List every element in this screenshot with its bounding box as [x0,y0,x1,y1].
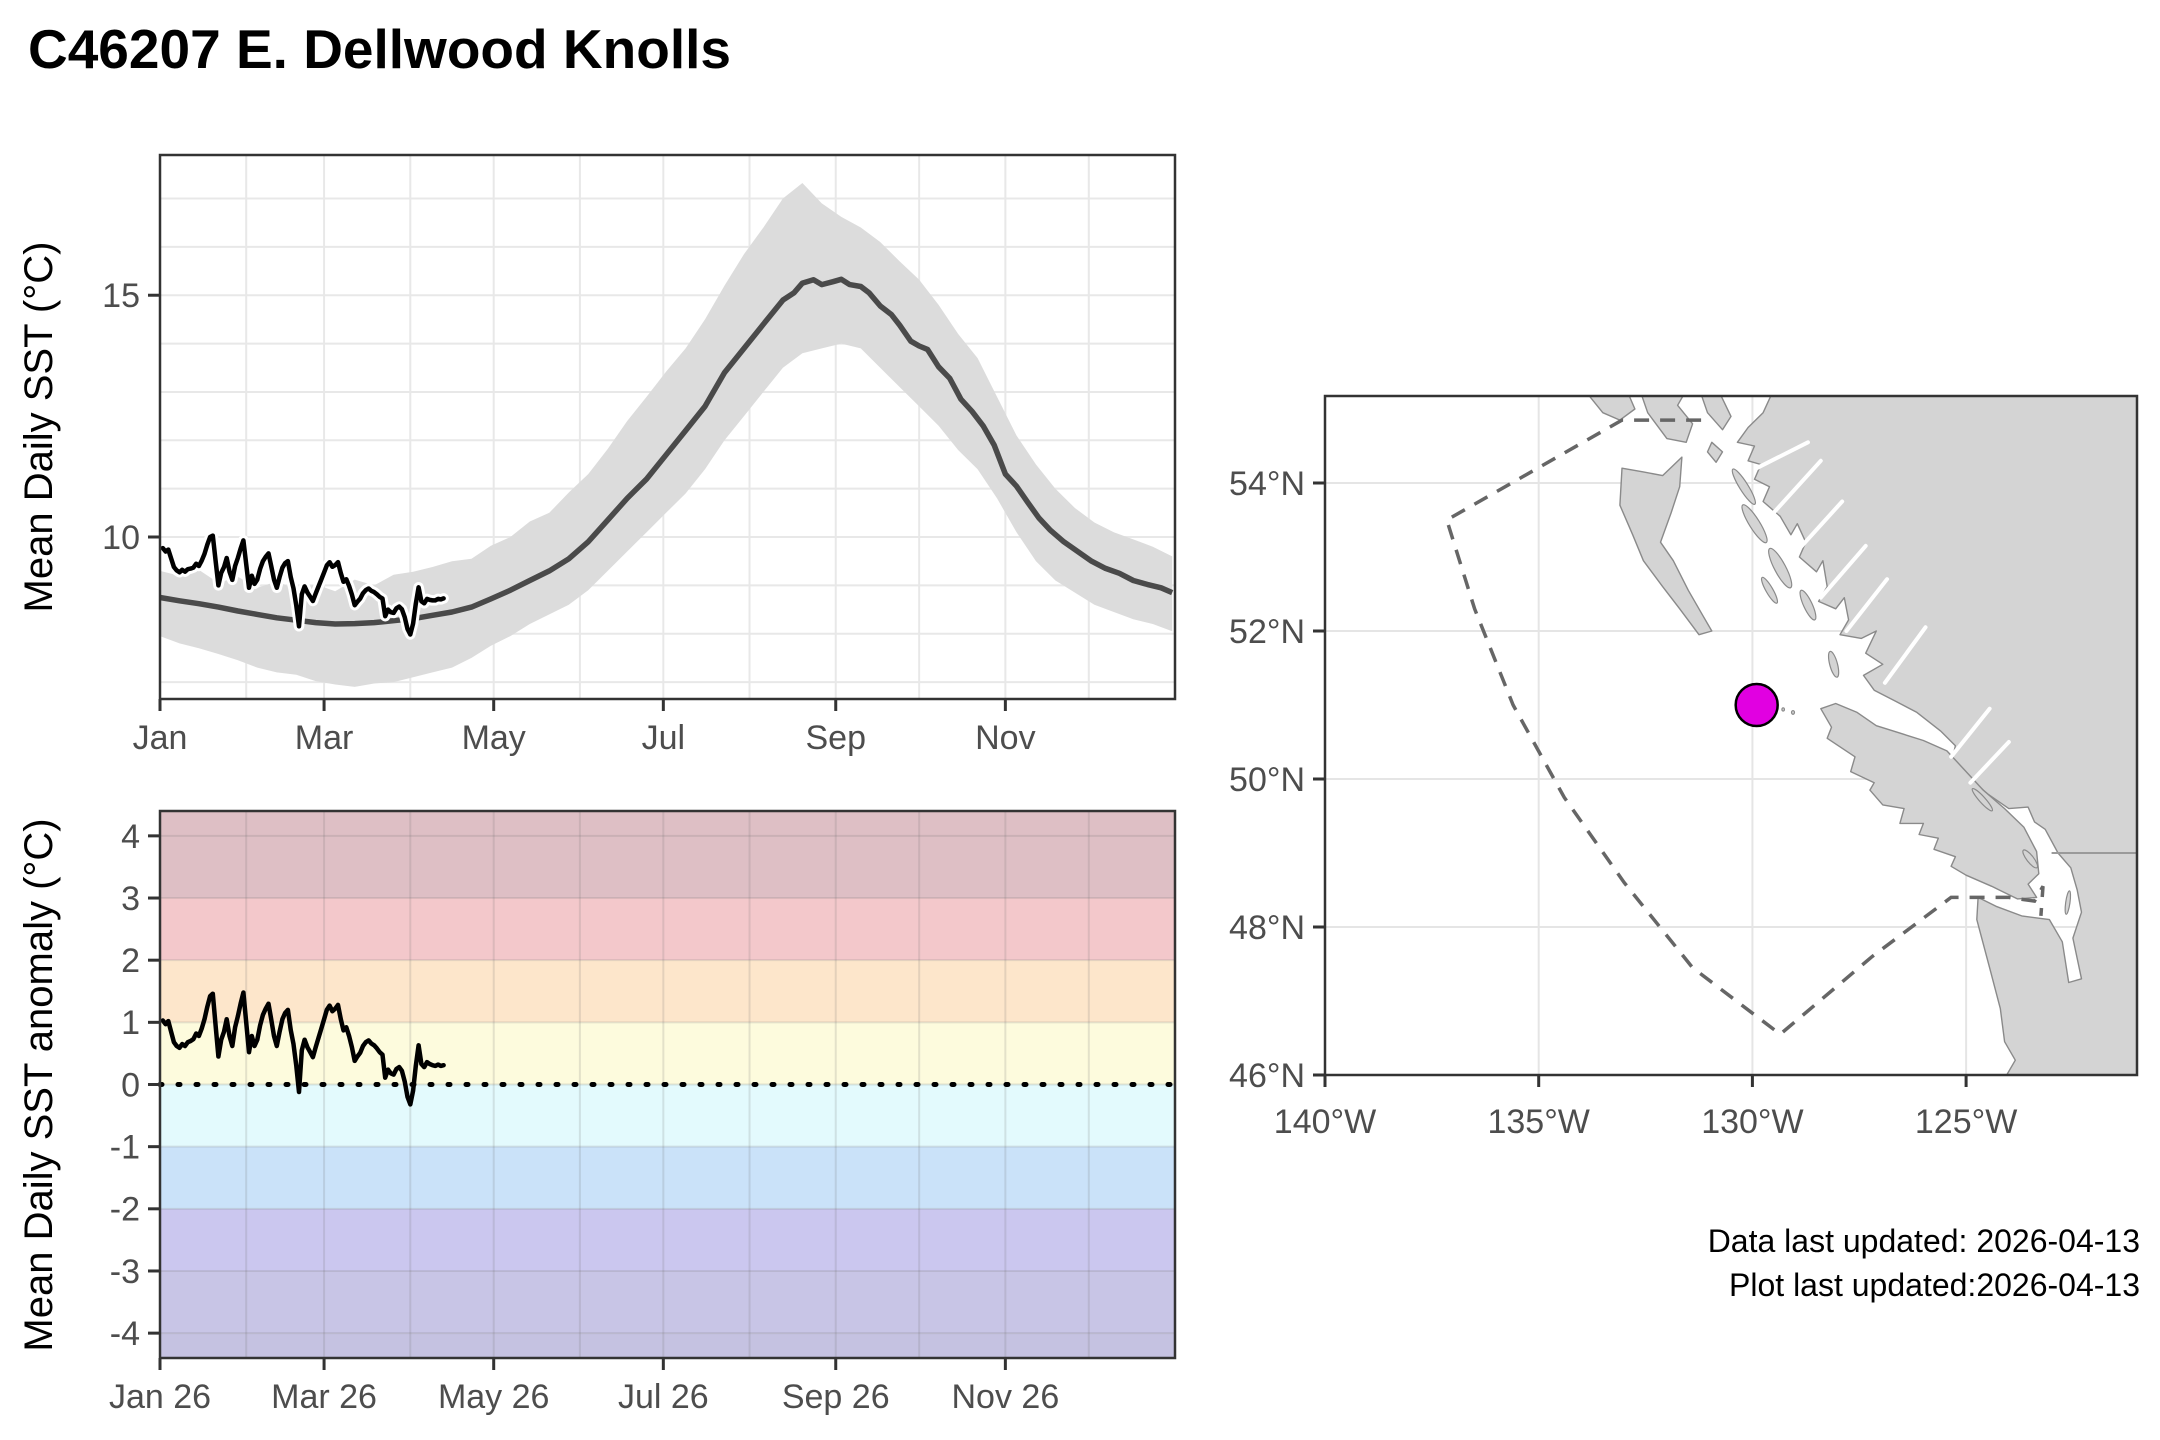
y-tick-label: 2 [121,942,140,980]
fjord-channel [1818,543,1868,600]
climatology-line [159,276,1174,627]
plot-updated-caption: Plot last updated:2026-04-13 [1729,1267,2140,1303]
x-tick-label: Jan [133,719,188,757]
x-tick-label: Sep 26 [782,1378,890,1416]
y-tick-label: -4 [110,1315,140,1353]
anomaly-band [160,1270,1175,1334]
x-tick-label: 130°W [1701,1103,1803,1141]
data-updated-caption: Data last updated: 2026-04-13 [1708,1223,2140,1259]
land-small-island [1971,787,1994,812]
y-tick-label: 15 [102,277,140,315]
land-haida-gwaii [1619,456,1713,636]
x-tick-label: May 26 [438,1378,550,1416]
fjord-channel [1754,440,1810,471]
land-small-island [1731,468,1757,506]
anomaly-band [160,898,1175,961]
land-small-island [1760,576,1779,604]
land-alaska-island [1588,396,1636,421]
y-tick-label: -3 [110,1253,140,1291]
y-tick-label: 50°N [1229,761,1305,799]
fjord-channel [1844,577,1890,633]
x-tick-label: Nov 26 [952,1378,1060,1416]
x-tick-label: May [462,719,526,757]
anomaly-band [160,1084,1175,1147]
x-tick-label: Jan 26 [109,1378,211,1416]
y-tick-label: -2 [110,1191,140,1229]
y-tick-label: 1 [121,1004,140,1042]
sst-climatology-chart: 10 15 Jan Mar May Jul Sep Nov [102,153,1177,757]
land-small-island [1790,709,1796,715]
map-content [1325,396,2137,1075]
y-tick-label: -1 [110,1129,140,1167]
panel-border [1323,394,2139,1077]
land-alaska-island [1706,441,1724,463]
fjord-channel [1882,625,1928,685]
y-tick-label: 10 [102,519,140,557]
anomaly-band [160,960,1175,1023]
panel-border [158,153,1177,701]
x-tick-label: 125°W [1915,1103,2017,1141]
anomaly-band [160,1333,1175,1358]
anomaly-band [160,1208,1175,1271]
x-tick-label: 135°W [1487,1103,1589,1141]
land-small-island [1741,504,1768,544]
y-tick-label: 4 [121,818,140,856]
x-tick-label: Jul [642,719,685,757]
x-tick-label: Sep [805,719,866,757]
page-title: C46207 E. Dellwood Knolls [28,18,731,80]
land-small-island [2064,890,2072,915]
fjord-channel [1968,740,2011,785]
x-tick-label: Mar 26 [271,1378,377,1416]
x-tick-label: Jul 26 [618,1378,709,1416]
sst-y-axis-title: Mean Daily SST (°C) [17,242,61,613]
y-tick-label: 46°N [1229,1057,1305,1095]
anomaly-line [160,990,446,1107]
land-small-island [2022,849,2039,869]
fjord-channel [1949,706,1992,759]
land-vancouver-island [1820,702,2040,900]
location-map: 54°N 52°N 50°N 48°N 46°N 140°W 135°W 130°W 125°W [1229,394,2139,1141]
anomaly-band [160,1022,1175,1085]
eez-boundary-dashed [1444,418,2045,1037]
x-tick-label: Mar [295,719,354,757]
fjord-channel [1771,458,1823,515]
y-tick-label: 0 [121,1066,140,1104]
x-tick-label: 140°W [1274,1103,1376,1141]
land-small-island [1781,707,1786,712]
anomaly-y-axis-title: Mean Daily SST anomaly (°C) [17,818,61,1351]
y-tick-label: 54°N [1229,465,1305,503]
y-tick-label: 52°N [1229,613,1305,651]
observed-line [160,533,446,637]
anomaly-band [160,1146,1175,1209]
x-tick-label: Nov [975,719,1035,757]
y-tick-label: 48°N [1229,909,1305,947]
anomaly-band [160,811,1175,899]
climatology-ribbon [160,183,1173,687]
land-small-island [1799,589,1817,621]
land-alaska-island [1700,396,1732,431]
land-small-island [1827,650,1840,678]
sst-anomaly-chart: 4 3 2 1 0 -1 -2 -3 -4 Jan 26 Mar 26 May 26 Jul 26 Sep… [109,809,1178,1416]
land-mainland [1736,396,2137,1075]
y-tick-label: 3 [121,880,140,918]
land-small-island [1768,547,1793,589]
buoy-marker-C46207 [1734,682,1779,728]
fjord-channel [1793,499,1845,556]
